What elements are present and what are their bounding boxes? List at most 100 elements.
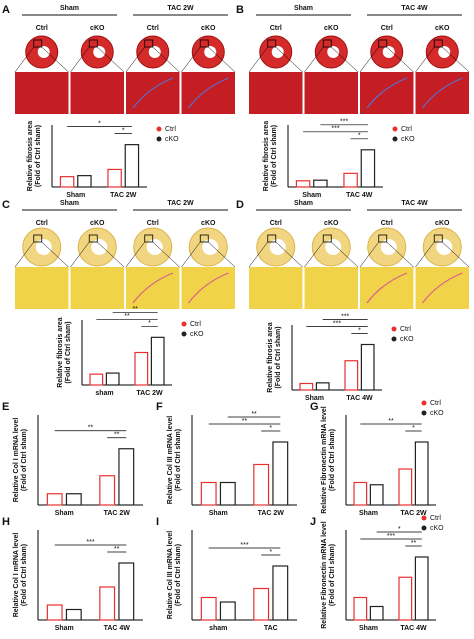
zoom-image [304, 267, 358, 309]
significance-label: *** [86, 539, 94, 546]
zoom-link [152, 241, 180, 268]
legend-marker [156, 136, 162, 142]
group-label: Sham [294, 200, 313, 207]
panel-label: G [310, 401, 319, 413]
heart-lumen [146, 239, 163, 255]
significance-label: ** [251, 411, 257, 418]
significance-label: *** [240, 542, 248, 549]
zoom-link [41, 46, 69, 73]
column-label: Ctrl [36, 25, 48, 32]
bar [353, 481, 368, 506]
heart-lumen [204, 46, 217, 58]
significance-label: * [358, 133, 361, 140]
bar [118, 448, 135, 506]
bar [219, 601, 236, 621]
legend-label: cKO [430, 410, 444, 417]
bar [99, 475, 116, 506]
fibrosis-streak [132, 77, 174, 109]
column-label: Ctrl [147, 25, 159, 32]
bar [200, 596, 217, 621]
y-axis-label: Relative Col III mRNA level [167, 416, 174, 504]
significance-label: ** [114, 546, 120, 553]
significance-label: *** [340, 119, 348, 126]
zoom-link [97, 241, 125, 268]
zoom-link [125, 241, 145, 268]
zoom-link [415, 241, 435, 268]
significance-label: * [98, 120, 101, 127]
legend-marker [156, 126, 162, 132]
bar [253, 587, 270, 621]
legend-marker [421, 400, 427, 406]
zoom-image [249, 267, 303, 309]
column-label: Ctrl [270, 25, 282, 32]
bar [65, 608, 82, 621]
significance-label: * [398, 526, 401, 533]
x-tick-label: sham [95, 390, 113, 397]
legend-marker [181, 331, 187, 337]
y-axis-label: (Fold of Ctrl sham) [35, 125, 42, 187]
significance-label: ** [388, 418, 394, 425]
zoom-link [304, 241, 324, 268]
legend-marker [421, 525, 427, 531]
bar [369, 484, 384, 506]
zoom-link [304, 46, 324, 73]
y-axis-label: (Fold of Ctrl sham) [329, 429, 336, 491]
zoom-link [152, 46, 180, 73]
bar [134, 351, 149, 386]
zoom-link [97, 46, 125, 73]
significance-label: * [122, 127, 125, 134]
bar [253, 463, 270, 506]
significance-label: ** [114, 432, 120, 439]
zoom-box [88, 39, 98, 48]
y-axis-label: (Fold of Ctrl sham) [175, 429, 182, 491]
bar [77, 175, 92, 188]
heart-lumen [380, 239, 397, 255]
zoom-link [41, 241, 69, 268]
y-axis-label: (Fold of Ctrl sham) [175, 544, 182, 606]
legend-label: cKO [430, 525, 444, 532]
group-label: Sham [294, 5, 313, 12]
fibrosis-streak [188, 272, 229, 304]
bar [59, 176, 75, 188]
column-label: Ctrl [36, 220, 48, 227]
bar [200, 481, 217, 506]
fibrosis-streak [188, 77, 229, 109]
zoom-link [70, 46, 90, 73]
x-tick-label: TAC 2W [400, 510, 427, 517]
x-tick-label: Sham [55, 625, 74, 632]
significance-label: *** [341, 313, 349, 320]
significance-label: ** [242, 418, 248, 425]
zoom-link [208, 241, 236, 268]
zoom-link [14, 241, 34, 268]
significance-label: ** [88, 425, 94, 432]
fibrosis-streak [422, 77, 463, 109]
zoom-box [433, 39, 443, 48]
group-label: TAC 4W [401, 5, 428, 12]
zoom-link [359, 46, 379, 73]
zoom-link [208, 46, 236, 73]
legend-marker [392, 126, 398, 132]
panel-label: H [2, 516, 10, 528]
column-label: cKO [90, 25, 105, 32]
y-axis-label: Relative fibrosis area [263, 121, 270, 192]
legend-marker [391, 336, 397, 342]
bar [295, 180, 311, 188]
zoom-link [331, 241, 359, 268]
panel-label: C [2, 199, 10, 211]
zoom-box [144, 234, 154, 243]
heart-lumen [202, 239, 219, 255]
zoom-link [275, 241, 303, 268]
zoom-box [33, 234, 43, 243]
zoom-image [70, 72, 124, 114]
y-axis-label: (Fold of Ctrl sham) [271, 125, 278, 187]
zoom-image [249, 72, 303, 114]
y-axis-label: (Fold of Ctrl sham) [21, 544, 28, 606]
legend-label: cKO [190, 331, 204, 338]
y-axis-label: (Fold of Ctrl sham) [329, 544, 336, 606]
y-axis-label: (Fold of Ctrl sham) [275, 326, 282, 388]
significance-label: ** [124, 313, 130, 320]
zoom-image [15, 72, 69, 114]
heart-lumen [382, 46, 395, 58]
bar [107, 168, 122, 188]
